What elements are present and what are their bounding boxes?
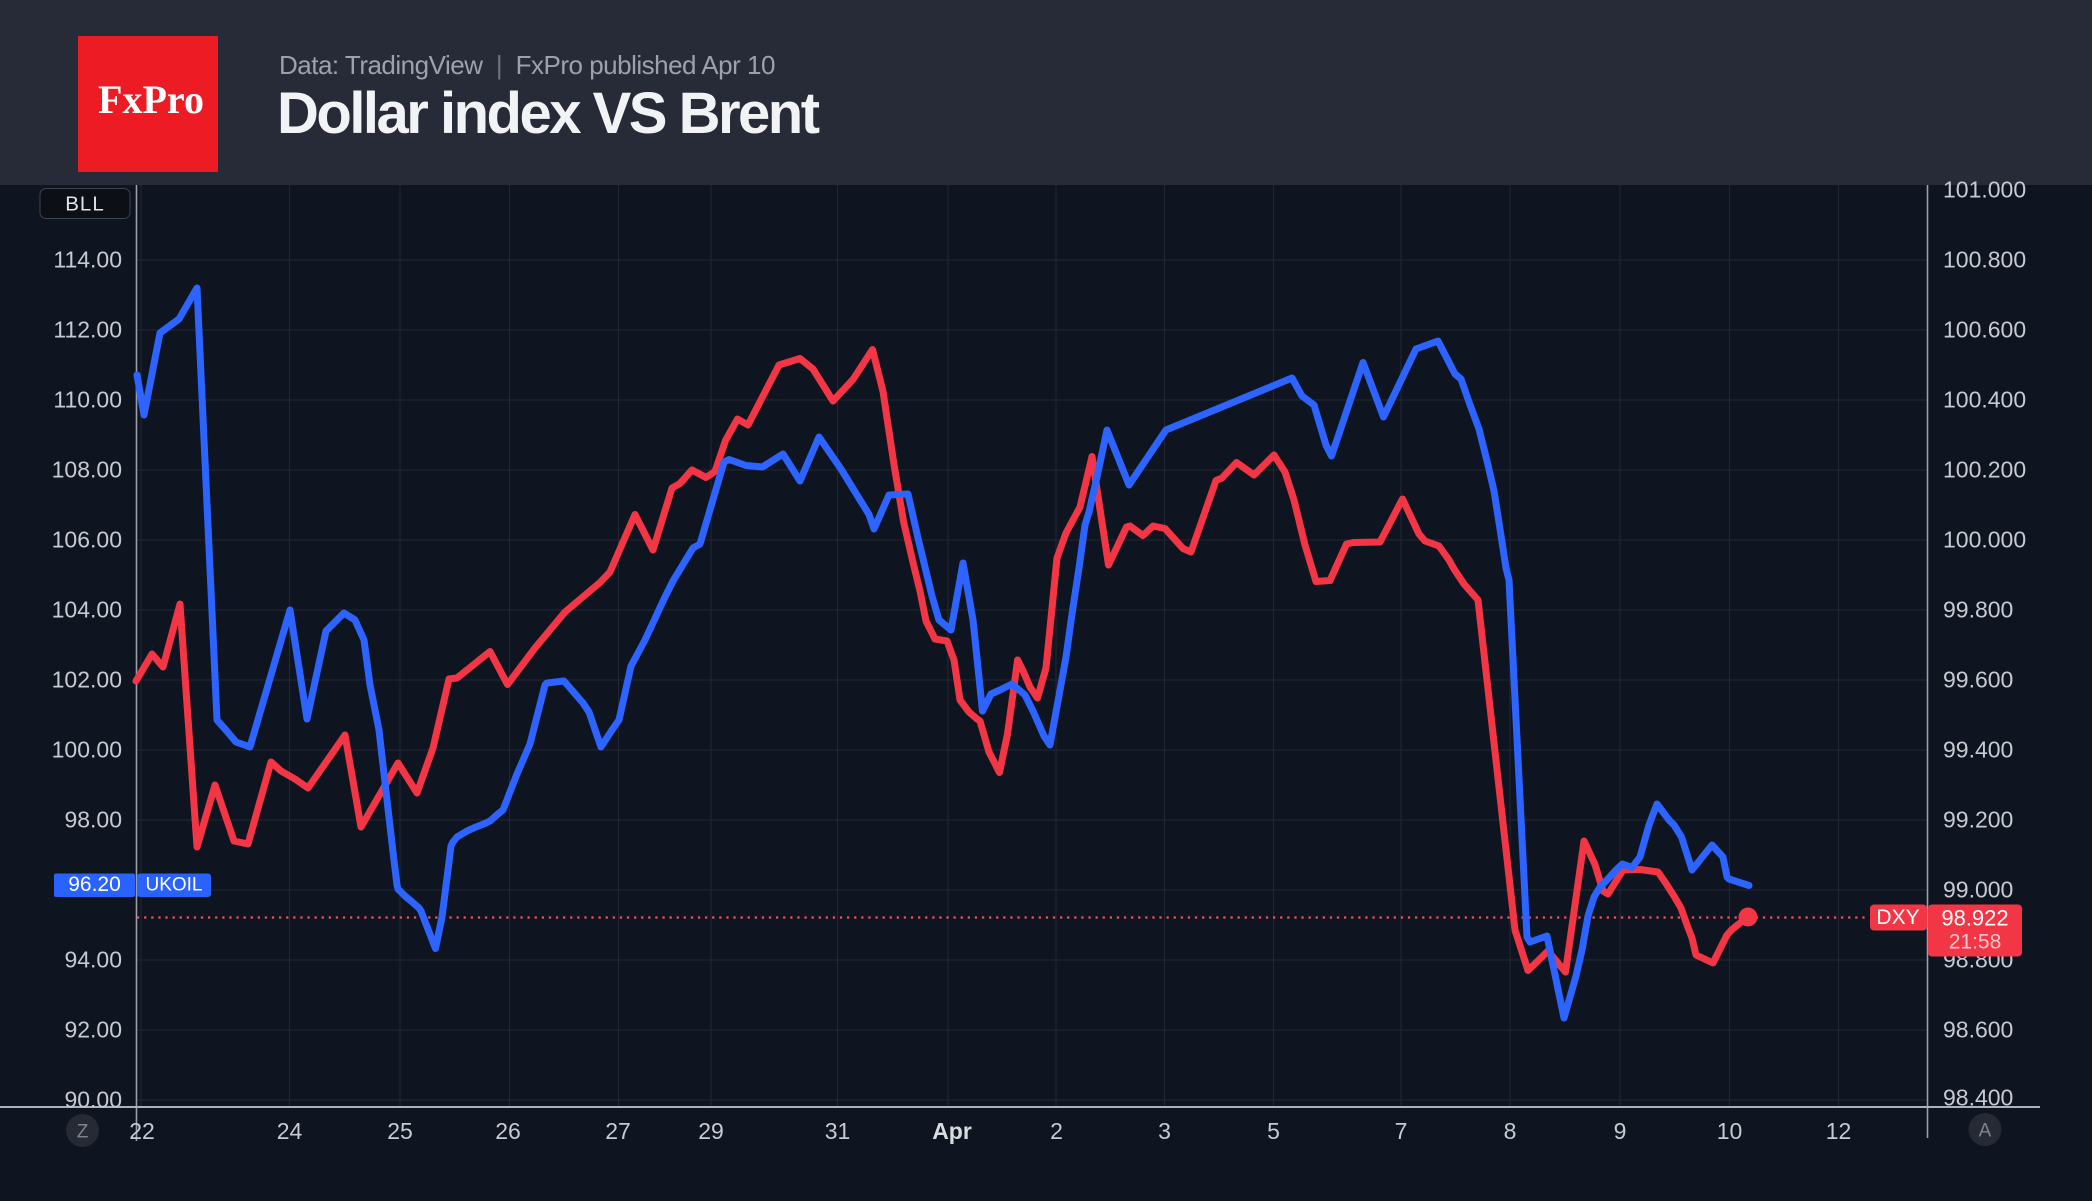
svg-text:112.00: 112.00	[53, 317, 122, 343]
svg-text:A: A	[1979, 1121, 1992, 1142]
svg-text:99.600: 99.600	[1943, 667, 2013, 693]
svg-text:98.600: 98.600	[1943, 1017, 2013, 1043]
svg-text:Data: TradingView | FxPro pu: Data: TradingView | FxPro published Apr …	[279, 50, 775, 80]
svg-text:100.800: 100.800	[1943, 247, 2026, 273]
svg-text:100.00: 100.00	[52, 737, 122, 763]
svg-text:Dollar index VS Brent: Dollar index VS Brent	[277, 81, 820, 146]
svg-text:9: 9	[1614, 1118, 1627, 1144]
svg-text:98.400: 98.400	[1943, 1085, 2013, 1111]
svg-text:3: 3	[1158, 1118, 1171, 1144]
svg-text:99.800: 99.800	[1943, 597, 2013, 623]
svg-text:Apr: Apr	[932, 1118, 972, 1144]
svg-text:29: 29	[698, 1118, 724, 1144]
svg-text:100.400: 100.400	[1943, 387, 2026, 413]
svg-text:27: 27	[605, 1118, 631, 1144]
svg-text:90.00: 90.00	[64, 1087, 122, 1113]
svg-text:99.000: 99.000	[1943, 877, 2013, 903]
svg-text:BLL: BLL	[65, 193, 104, 216]
svg-text:DXY: DXY	[1876, 906, 1919, 929]
svg-text:26: 26	[495, 1118, 521, 1144]
svg-text:7: 7	[1395, 1118, 1408, 1144]
svg-text:FxPro: FxPro	[98, 77, 204, 122]
svg-text:24: 24	[277, 1118, 303, 1144]
svg-text:2: 2	[1050, 1118, 1063, 1144]
svg-text:92.00: 92.00	[64, 1017, 122, 1043]
svg-text:31: 31	[825, 1118, 851, 1144]
svg-text:5: 5	[1267, 1118, 1280, 1144]
svg-text:100.600: 100.600	[1943, 317, 2026, 343]
svg-text:114.00: 114.00	[53, 247, 122, 273]
svg-text:100.000: 100.000	[1943, 527, 2026, 553]
svg-text:21:58: 21:58	[1949, 931, 2002, 954]
svg-text:8: 8	[1504, 1118, 1517, 1144]
svg-text:UKOIL: UKOIL	[145, 875, 202, 896]
svg-text:10: 10	[1717, 1118, 1743, 1144]
svg-text:101.000: 101.000	[1943, 177, 2026, 203]
svg-text:98.922: 98.922	[1941, 906, 2008, 931]
svg-text:108.00: 108.00	[52, 457, 122, 483]
svg-text:25: 25	[387, 1118, 413, 1144]
svg-text:98.00: 98.00	[64, 807, 122, 833]
svg-text:12: 12	[1826, 1118, 1852, 1144]
svg-text:106.00: 106.00	[52, 527, 122, 553]
svg-text:22: 22	[129, 1118, 155, 1144]
svg-text:96.20: 96.20	[68, 873, 121, 896]
svg-text:Z: Z	[77, 1122, 89, 1143]
svg-text:102.00: 102.00	[52, 667, 122, 693]
svg-text:99.400: 99.400	[1943, 737, 2013, 763]
svg-text:99.200: 99.200	[1943, 807, 2013, 833]
svg-text:110.00: 110.00	[53, 387, 122, 413]
svg-text:100.200: 100.200	[1943, 457, 2026, 483]
svg-text:104.00: 104.00	[52, 597, 122, 623]
svg-text:94.00: 94.00	[64, 947, 122, 973]
